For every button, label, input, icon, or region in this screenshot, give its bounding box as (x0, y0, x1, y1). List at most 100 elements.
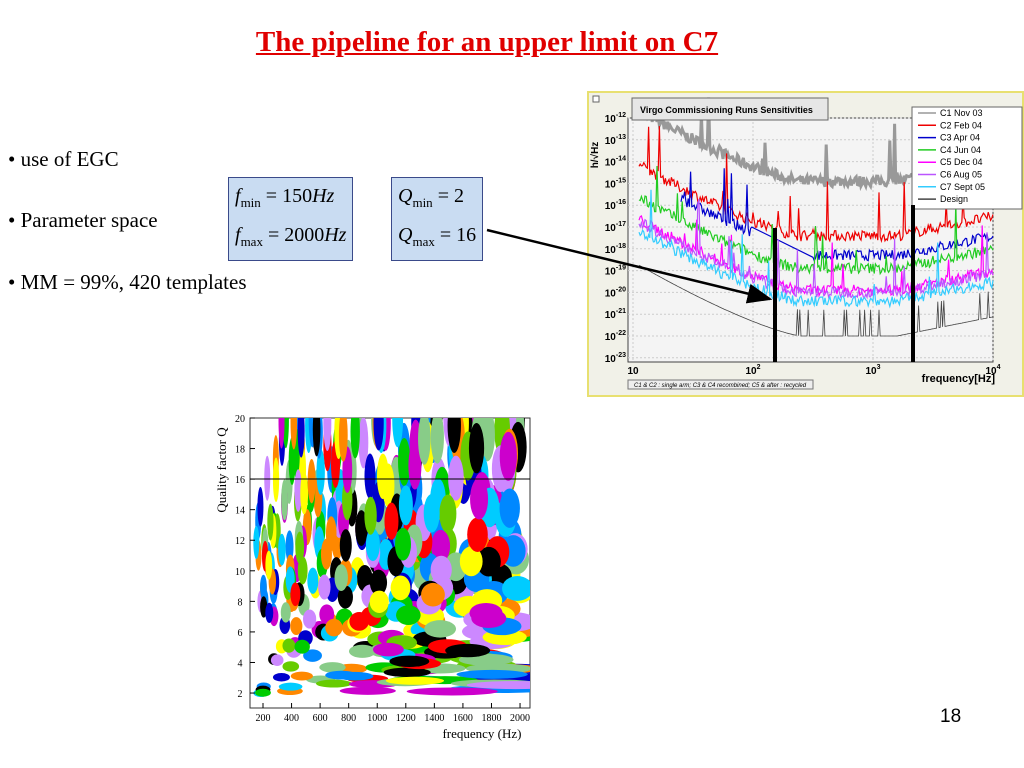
footnote: C1 & C2 : single arm; C3 & C4 recombined… (634, 383, 807, 389)
template-ellipse (406, 687, 498, 696)
formula-box: fmin = 150Hz fmax = 2000Hz (228, 177, 354, 261)
tick-label: 200 (256, 713, 271, 724)
template-ellipse (315, 679, 352, 688)
tick-exponent: -13 (616, 134, 626, 141)
tick-base: 10 (605, 179, 617, 190)
legend-label: C7 Sept 05 (940, 182, 985, 192)
tick-label: 10-20 (605, 286, 626, 299)
formula-box: Qmin = 2 Qmax = 16 (391, 177, 484, 261)
tick-base: 10 (605, 354, 617, 365)
sensitivity-curve (638, 264, 994, 337)
template-ellipse (468, 422, 485, 474)
template-ellipse (285, 530, 294, 563)
tick-base: 10 (605, 267, 617, 278)
template-ellipse (290, 617, 303, 635)
template-ellipse (339, 686, 396, 695)
tick-label: 800 (341, 713, 356, 724)
template-ellipse (334, 564, 348, 591)
template-ellipse (302, 609, 317, 629)
slide-title: The pipeline for an upper limit on C7 (255, 26, 719, 58)
value: 2 (453, 185, 464, 207)
tick-label: 10-16 (605, 199, 626, 212)
tick-label: 2000 (510, 713, 530, 724)
template-ellipse (300, 472, 309, 515)
template-ellipse (439, 494, 457, 533)
value: 2000 (284, 224, 325, 246)
icon (592, 95, 600, 103)
tick-label: 104 (985, 364, 1000, 377)
y-axis-label: h/√Hz (590, 142, 601, 169)
tick-exponent: -15 (616, 177, 626, 184)
tick-label: 10-21 (605, 308, 626, 321)
template-ellipse (303, 649, 322, 662)
template-ellipse (384, 502, 399, 540)
subscript: max (412, 234, 435, 249)
y-axis-label: Quality factor Q (214, 427, 229, 513)
tick-base: 10 (605, 223, 617, 234)
template-ellipse (364, 453, 376, 499)
unit: Hz (324, 224, 347, 246)
template-ellipse (382, 463, 395, 508)
tick-label: 4 (238, 658, 243, 669)
template-ellipse (396, 605, 421, 626)
tick-label: 400 (284, 713, 299, 724)
template-ellipse (423, 493, 440, 533)
template-ellipse (338, 418, 348, 462)
symbol: f (235, 185, 241, 207)
template-ellipse (448, 455, 464, 501)
template-ellipse (325, 618, 343, 637)
tick-base: 10 (985, 366, 997, 377)
template-ellipse (349, 611, 369, 631)
template-ellipse (445, 643, 491, 658)
tick-label: 10-17 (605, 221, 626, 234)
sensitivity-curve (638, 198, 994, 300)
template-ellipse (272, 673, 290, 682)
tick-label: 103 (865, 364, 880, 377)
formula: fmin = 150Hz (235, 180, 346, 219)
tick-base: 10 (745, 366, 757, 377)
tick-label: 16 (235, 475, 245, 486)
subscript: max (240, 234, 263, 249)
value: 150 (282, 185, 313, 207)
template-ellipse (281, 479, 288, 521)
template-ellipse (431, 529, 451, 563)
template-ellipse (255, 688, 271, 697)
tick-label: 10-23 (605, 352, 626, 365)
legend-label: C4 Jun 04 (940, 145, 981, 155)
legend-label: C2 Feb 04 (940, 120, 982, 130)
template-ellipse (312, 418, 321, 457)
legend-label: C3 Apr 04 (940, 133, 980, 143)
unit: Hz (312, 185, 335, 207)
arrow (486, 228, 773, 304)
template-ellipse (295, 531, 305, 564)
formula: Qmin = 2 (398, 180, 476, 219)
sensitivity-curve (680, 168, 994, 263)
template-ellipse (430, 555, 452, 584)
template-ellipse (390, 575, 411, 601)
sensitivity-curve (638, 165, 994, 276)
subscript: min (412, 195, 433, 210)
template-ellipse (398, 437, 411, 486)
tick-exponent: -18 (616, 243, 626, 250)
template-ellipse (389, 655, 430, 667)
template-ellipse (323, 418, 332, 451)
tick-label: 10-15 (605, 177, 626, 190)
template-ellipse (364, 496, 377, 535)
tick-label: 2 (238, 689, 243, 700)
template-ellipse (470, 478, 489, 520)
template-ellipse (373, 418, 384, 451)
tick-exponent: -21 (616, 308, 626, 315)
template-ellipse (355, 510, 368, 546)
template-ellipse (339, 529, 352, 562)
equals: = (265, 185, 278, 207)
template-ellipse (282, 661, 300, 672)
template-ellipse (307, 458, 316, 504)
template-ellipse (280, 602, 291, 623)
tick-label: 10-22 (605, 330, 626, 343)
template-ellipse (270, 654, 284, 666)
footnote-box (627, 379, 814, 390)
tick-exponent: -14 (616, 156, 626, 163)
template-ellipse (264, 455, 271, 501)
template-ellipse (421, 582, 445, 607)
